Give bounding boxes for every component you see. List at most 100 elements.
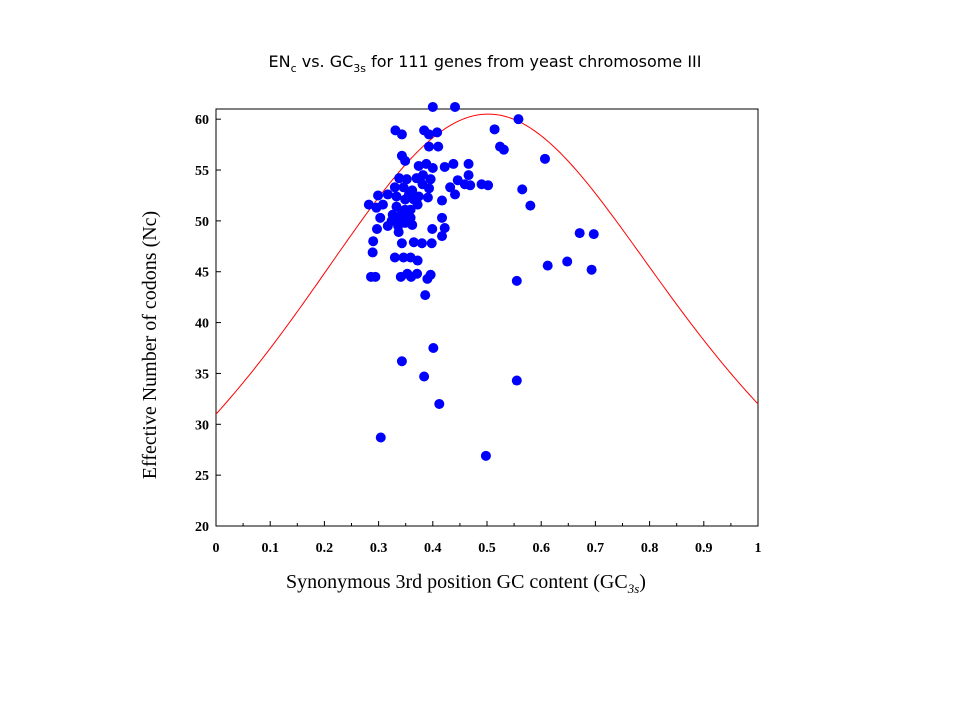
data-point <box>433 141 444 152</box>
x-tick-label: 0.7 <box>587 541 605 556</box>
data-point <box>370 271 381 282</box>
x-axis: 0 0.1 0.2 0.3 0.4 0.5 0.6 0.7 0.8 0.9 1 <box>213 521 762 556</box>
data-point <box>539 153 550 164</box>
data-point <box>424 141 435 152</box>
y-tick-label: 20 <box>195 520 209 535</box>
data-point <box>586 264 597 275</box>
data-point <box>483 180 494 191</box>
x-label-tail: ) <box>639 571 646 593</box>
data-point <box>517 184 528 195</box>
data-point <box>412 255 423 266</box>
y-tick-label: 30 <box>195 418 209 433</box>
y-tick-label: 35 <box>195 367 209 382</box>
data-point <box>513 114 524 125</box>
x-tick-label: 0.3 <box>370 541 388 556</box>
data-point <box>426 238 437 249</box>
expected-nc-curve <box>215 113 759 415</box>
x-label-sub: 3s <box>627 581 640 596</box>
y-tick-label: 60 <box>195 113 209 128</box>
title-sub-c: c <box>291 62 297 75</box>
title-sub-3s: 3s <box>353 62 366 75</box>
data-point <box>407 219 418 230</box>
data-point <box>422 273 433 284</box>
data-point <box>373 190 384 201</box>
data-point <box>394 173 405 184</box>
data-point <box>450 189 461 200</box>
data-point <box>396 356 407 367</box>
data-point <box>398 182 409 193</box>
data-point <box>413 191 424 202</box>
data-point <box>396 238 407 249</box>
data-point <box>525 200 536 211</box>
data-point <box>562 256 573 267</box>
data-point <box>395 271 406 282</box>
data-point <box>371 224 382 235</box>
data-point <box>424 129 435 140</box>
data-point <box>427 224 438 235</box>
data-point <box>437 195 448 206</box>
data-point <box>367 247 378 258</box>
data-point <box>363 199 374 210</box>
y-axis: 20 25 30 35 40 45 50 55 60 <box>195 113 221 535</box>
data-point <box>574 228 585 239</box>
y-tick-label: 40 <box>195 317 209 332</box>
data-point <box>463 158 474 169</box>
data-point <box>419 371 430 382</box>
data-point <box>439 223 450 233</box>
y-tick-label: 55 <box>195 164 209 179</box>
x-tick-label: 0.1 <box>261 541 279 556</box>
title-mid: vs. GC <box>297 52 354 71</box>
data-point <box>434 398 445 409</box>
data-point <box>427 162 438 173</box>
x-tick-label: 0.4 <box>424 541 442 556</box>
title-tail: for 111 genes from yeast chromosome III <box>366 52 701 71</box>
y-axis-label: Effective Number of codons (Nc) <box>139 211 161 479</box>
data-point <box>420 290 431 301</box>
data-point <box>401 174 412 185</box>
data-point <box>542 260 553 271</box>
data-point <box>389 182 400 193</box>
data-point <box>406 271 417 282</box>
data-point <box>424 183 435 194</box>
data-point <box>412 199 423 210</box>
x-label-main: Synonymous 3rd position GC content (GC <box>286 571 628 593</box>
data-point <box>393 227 404 238</box>
data-point <box>437 231 448 242</box>
x-tick-label: 0.9 <box>695 541 713 556</box>
data-point <box>432 127 443 138</box>
title-main: EN <box>269 52 291 71</box>
data-point <box>377 199 388 210</box>
data-point <box>445 182 456 193</box>
x-tick-label: 0.2 <box>316 541 334 556</box>
y-tick-label: 45 <box>195 266 209 281</box>
data-point <box>437 212 448 223</box>
data-point <box>416 238 427 249</box>
data-point <box>375 432 386 443</box>
data-point <box>480 450 491 461</box>
x-axis-label: Synonymous 3rd position GC content (GC3s… <box>286 571 646 596</box>
data-point <box>465 180 476 191</box>
data-point <box>489 124 500 135</box>
x-tick-label: 1 <box>755 541 762 556</box>
data-point <box>368 236 379 247</box>
data-point <box>408 237 419 248</box>
data-point <box>439 161 450 172</box>
data-point <box>375 212 386 223</box>
data-point <box>511 375 522 386</box>
x-tick-label: 0.6 <box>532 541 550 556</box>
x-tick-label: 0.5 <box>478 541 496 556</box>
data-point <box>428 343 439 354</box>
data-point <box>418 170 429 181</box>
data-point <box>398 252 409 263</box>
chart-title: ENc vs. GC3s for 111 genes from yeast ch… <box>269 52 702 75</box>
data-point <box>400 155 411 166</box>
data-point <box>389 252 400 263</box>
data-point <box>422 192 433 203</box>
data-point <box>463 170 474 181</box>
data-point <box>382 189 393 200</box>
data-point <box>448 158 459 169</box>
data-point <box>511 275 522 286</box>
data-points <box>363 101 599 461</box>
data-point <box>396 129 407 140</box>
y-tick-label: 25 <box>195 469 209 484</box>
